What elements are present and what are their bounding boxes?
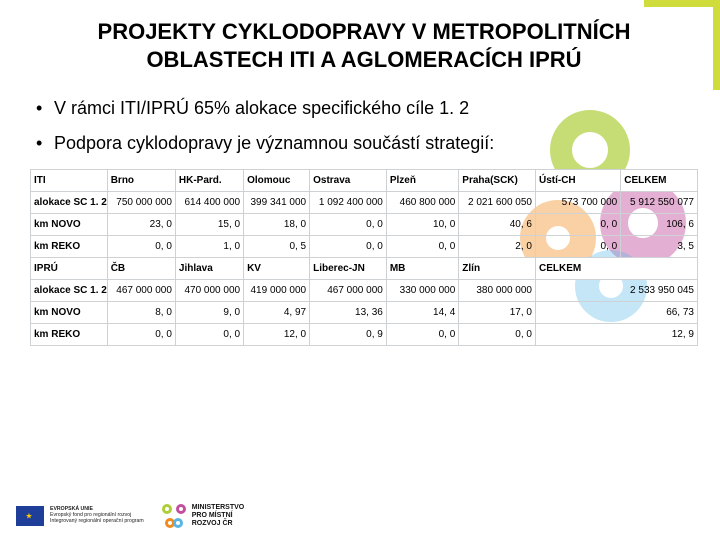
bullet-item: Podpora cyklodopravy je významnou součás…	[36, 130, 698, 157]
mmr-icon	[162, 504, 186, 528]
table-row: ITI Brno HK-Pard. Olomouc Ostrava Plzeň …	[31, 170, 698, 192]
col-header: Ústí-CH	[535, 170, 620, 192]
cell: 2, 0	[459, 236, 536, 258]
col-header: Ostrava	[310, 170, 387, 192]
eu-logo: EVROPSKÁ UNIE Evropský fond pro regionál…	[12, 498, 148, 534]
cell: 614 400 000	[175, 192, 243, 214]
eu-flag-icon	[16, 506, 44, 526]
cell: 2 021 600 050	[459, 192, 536, 214]
cell: 40, 6	[459, 214, 536, 236]
col-header: Zlín	[459, 258, 536, 280]
table-row: IPRÚ ČB Jihlava KV Liberec-JN MB Zlín CE…	[31, 258, 698, 280]
col-header: Olomouc	[244, 170, 310, 192]
mmr-line2: PRO MÍSTNÍ	[192, 512, 233, 519]
cell: 3, 5	[621, 236, 698, 258]
col-header: HK-Pard.	[175, 170, 243, 192]
cell: 0, 0	[535, 214, 620, 236]
cell: 14, 4	[386, 302, 458, 324]
row-label: alokace SC 1. 2	[31, 192, 108, 214]
cell: 12, 0	[244, 324, 310, 346]
mmr-logo: MINISTERSTVO PRO MÍSTNÍ ROZVOJ ČR	[158, 498, 249, 534]
footer-logos: EVROPSKÁ UNIE Evropský fond pro regionál…	[12, 498, 248, 534]
cell: 0, 0	[107, 236, 175, 258]
row-label: km NOVO	[31, 214, 108, 236]
cell: 0, 0	[310, 214, 387, 236]
cell: 0, 0	[386, 324, 458, 346]
col-header: Plzeň	[386, 170, 458, 192]
cell: 2 533 950 045	[535, 280, 697, 302]
title-line2: OBLASTECH ITI A AGLOMERACÍCH IPRÚ	[146, 47, 581, 72]
table-row: km REKO 0, 0 0, 0 12, 0 0, 9 0, 0 0, 0 1…	[31, 324, 698, 346]
col-header: CELKEM	[535, 258, 697, 280]
col-header: Praha(SCK)	[459, 170, 536, 192]
cell: 330 000 000	[386, 280, 458, 302]
mmr-text: MINISTERSTVO PRO MÍSTNÍ ROZVOJ ČR	[192, 504, 245, 527]
bullet-list: V rámci ITI/IPRÚ 65% alokace specifickéh…	[36, 95, 698, 157]
mmr-line1: MINISTERSTVO	[192, 504, 245, 511]
table-iti: ITI Brno HK-Pard. Olomouc Ostrava Plzeň …	[30, 169, 698, 346]
cell: 467 000 000	[310, 280, 387, 302]
cell: 1 092 400 000	[310, 192, 387, 214]
bullet-item: V rámci ITI/IPRÚ 65% alokace specifickéh…	[36, 95, 698, 122]
mmr-line3: ROZVOJ ČR	[192, 520, 233, 527]
cell: 470 000 000	[175, 280, 243, 302]
cell: 0, 0	[535, 236, 620, 258]
table-row: km NOVO 23, 0 15, 0 18, 0 0, 0 10, 0 40,…	[31, 214, 698, 236]
table-row: alokace SC 1. 2 750 000 000 614 400 000 …	[31, 192, 698, 214]
cell: 23, 0	[107, 214, 175, 236]
row-label: alokace SC 1. 2	[31, 280, 108, 302]
cell: 66, 73	[535, 302, 697, 324]
col-header: ČB	[107, 258, 175, 280]
cell: 106, 6	[621, 214, 698, 236]
cell: 573 700 000	[535, 192, 620, 214]
cell: 13, 36	[310, 302, 387, 324]
cell: 419 000 000	[244, 280, 310, 302]
eu-text: EVROPSKÁ UNIE Evropský fond pro regionál…	[50, 507, 144, 524]
cell: 10, 0	[386, 214, 458, 236]
cell: 467 000 000	[107, 280, 175, 302]
col-header: MB	[386, 258, 458, 280]
cell: 8, 0	[107, 302, 175, 324]
cell: 0, 0	[386, 236, 458, 258]
cell: 9, 0	[175, 302, 243, 324]
row-label: km REKO	[31, 324, 108, 346]
cell: 0, 0	[459, 324, 536, 346]
cell: 5 912 550 077	[621, 192, 698, 214]
cell: 12, 9	[535, 324, 697, 346]
table-row: alokace SC 1. 2 467 000 000 470 000 000 …	[31, 280, 698, 302]
col-header: IPRÚ	[31, 258, 108, 280]
row-label: km NOVO	[31, 302, 108, 324]
cell: 0, 0	[310, 236, 387, 258]
slide-title: PROJEKTY CYKLODOPRAVY V METROPOLITNÍCH O…	[30, 18, 698, 73]
cell: 750 000 000	[107, 192, 175, 214]
cell: 18, 0	[244, 214, 310, 236]
eu-line3: Integrovaný regionální operační program	[50, 518, 144, 524]
col-header: KV	[244, 258, 310, 280]
title-line1: PROJEKTY CYKLODOPRAVY V METROPOLITNÍCH	[98, 19, 631, 44]
cell: 0, 0	[107, 324, 175, 346]
cell: 399 341 000	[244, 192, 310, 214]
cell: 17, 0	[459, 302, 536, 324]
cell: 0, 5	[244, 236, 310, 258]
col-header: Liberec-JN	[310, 258, 387, 280]
col-header: Brno	[107, 170, 175, 192]
cell: 4, 97	[244, 302, 310, 324]
cell: 380 000 000	[459, 280, 536, 302]
cell: 15, 0	[175, 214, 243, 236]
table-row: km REKO 0, 0 1, 0 0, 5 0, 0 0, 0 2, 0 0,…	[31, 236, 698, 258]
table-row: km NOVO 8, 0 9, 0 4, 97 13, 36 14, 4 17,…	[31, 302, 698, 324]
cell: 0, 9	[310, 324, 387, 346]
row-label: km REKO	[31, 236, 108, 258]
cell: 1, 0	[175, 236, 243, 258]
col-header: ITI	[31, 170, 108, 192]
cell: 460 800 000	[386, 192, 458, 214]
cell: 0, 0	[175, 324, 243, 346]
col-header: Jihlava	[175, 258, 243, 280]
col-header: CELKEM	[621, 170, 698, 192]
